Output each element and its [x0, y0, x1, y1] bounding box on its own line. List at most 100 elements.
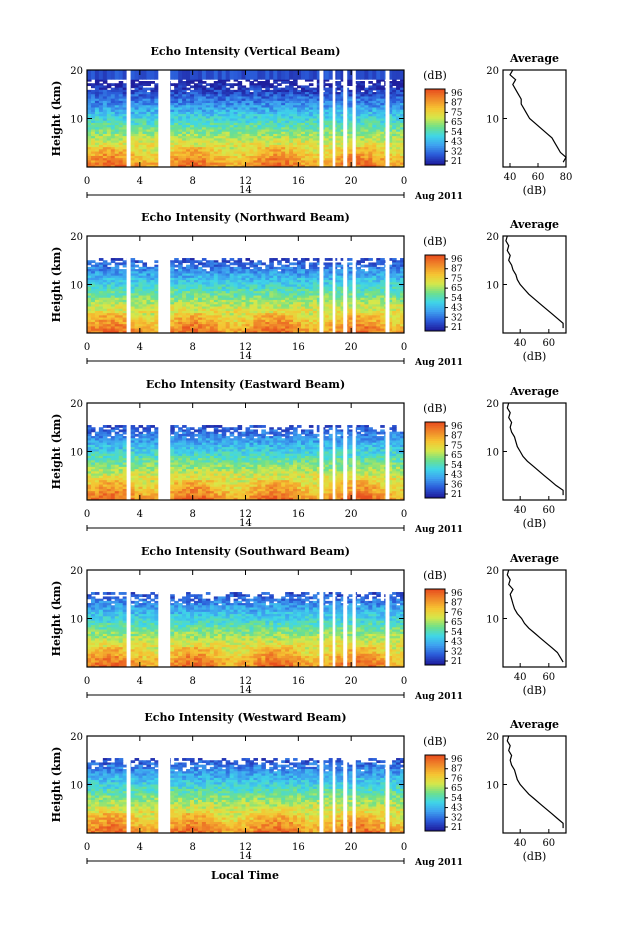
heatmap-cell [249, 260, 255, 264]
heatmap-cell [293, 114, 298, 117]
heatmap-cell [368, 258, 373, 261]
heatmap-cell [324, 284, 330, 288]
heatmap-cell [114, 129, 120, 133]
heatmap-cell [213, 271, 219, 275]
heatmap-cell [380, 114, 385, 117]
heatmap-cell [249, 149, 255, 153]
heatmap-cell [134, 111, 140, 115]
heatmap-cell [201, 293, 207, 297]
heatmap-cell [154, 118, 159, 122]
heatmap-cell [261, 140, 266, 144]
heatmap-cell [348, 114, 354, 117]
heatmap-cell [182, 96, 187, 100]
heatmap-cell [193, 138, 199, 142]
heatmap-cell [273, 293, 278, 297]
heatmap-cell [98, 120, 104, 124]
heatmap-cell [348, 293, 354, 297]
heatmap-cell [94, 122, 100, 126]
heatmap-cell [368, 275, 373, 279]
heatmap-cell [190, 151, 195, 155]
heatmap-cell [90, 304, 96, 308]
heatmap-cell [98, 114, 104, 117]
heatmap-cell [225, 83, 231, 87]
heatmap-cell [304, 131, 310, 135]
heatmap-cell [174, 109, 179, 113]
heatmap-cell [130, 81, 136, 84]
heatmap-cell [269, 158, 274, 161]
heatmap-cell [122, 306, 128, 310]
heatmap-cell [269, 125, 274, 128]
heatmap-cell [87, 280, 92, 283]
heatmap-cell [98, 258, 104, 261]
heatmap-cell [249, 297, 255, 301]
colorbar-segment [425, 119, 445, 122]
heatmap-cell [285, 105, 290, 109]
heatmap-cell [233, 308, 239, 312]
heatmap-cell [380, 140, 385, 144]
heatmap-cell [138, 295, 144, 299]
heatmap-cell [257, 302, 262, 305]
heatmap-cell [130, 260, 136, 264]
heatmap-cell [213, 266, 219, 270]
heatmap-cell [110, 282, 116, 286]
heatmap-cell [257, 151, 262, 155]
heatmap-cell [388, 125, 393, 128]
heatmap-cell [174, 131, 179, 135]
heatmap-cell [336, 122, 342, 126]
data-gap [385, 70, 390, 167]
heatmap-cell [269, 127, 274, 131]
heatmap-cell [178, 269, 183, 272]
heatmap-cell [122, 120, 128, 124]
heatmap-cell [154, 275, 159, 279]
heatmap-cell [249, 264, 255, 268]
heatmap-cell [360, 100, 365, 104]
heatmap-cell [249, 282, 255, 286]
heatmap-cell [114, 284, 120, 288]
heatmap-cell [182, 293, 187, 297]
heatmap-cell [217, 131, 223, 135]
heatmap-cell [257, 275, 262, 279]
heatmap-cell [229, 131, 235, 135]
heatmap-cell [146, 155, 151, 159]
heatmap-cell [400, 125, 404, 128]
heatmap-cell [388, 83, 393, 87]
heatmap-cell [273, 129, 278, 133]
heatmap-cell [328, 105, 334, 109]
heatmap-cell [336, 83, 342, 87]
colorbar-tick-label: 75 [451, 108, 463, 118]
heatmap-cell [193, 87, 199, 91]
heatmap-cell [87, 122, 92, 126]
heatmap-cell [277, 160, 282, 164]
heatmap-cell [102, 284, 108, 288]
heatmap-cell [336, 151, 342, 155]
heatmap-cell [388, 114, 393, 117]
heatmap-cell [289, 94, 294, 98]
heatmap-cell [312, 103, 318, 106]
heatmap-cell [273, 105, 278, 109]
heatmap-cell [364, 162, 369, 166]
heatmap-cell [368, 153, 373, 157]
heatmap-cell [368, 147, 373, 150]
heatmap-cell [182, 147, 187, 150]
heatmap-cell [229, 129, 235, 133]
heatmap-cell [360, 103, 365, 106]
heatmap-cell [122, 92, 128, 95]
heatmap-cell [324, 78, 330, 82]
heatmap-cell [146, 133, 151, 137]
heatmap-cell [336, 131, 342, 135]
heatmap-cell [245, 291, 251, 294]
heatmap-cell [110, 107, 116, 111]
heatmap-cell [209, 271, 215, 275]
heatmap-cell [304, 129, 310, 133]
heatmap-cell [221, 295, 227, 299]
heatmap-cell [217, 107, 223, 111]
heatmap-cell [205, 133, 211, 137]
heatmap-cell [102, 107, 108, 111]
heatmap-cell [356, 136, 362, 139]
heatmap-cell [293, 271, 298, 275]
heatmap-cell [281, 103, 286, 106]
heatmap-cell [400, 116, 404, 120]
heatmap-cell [233, 107, 239, 111]
heatmap-cell [308, 125, 314, 128]
heatmap-cell [316, 105, 322, 109]
